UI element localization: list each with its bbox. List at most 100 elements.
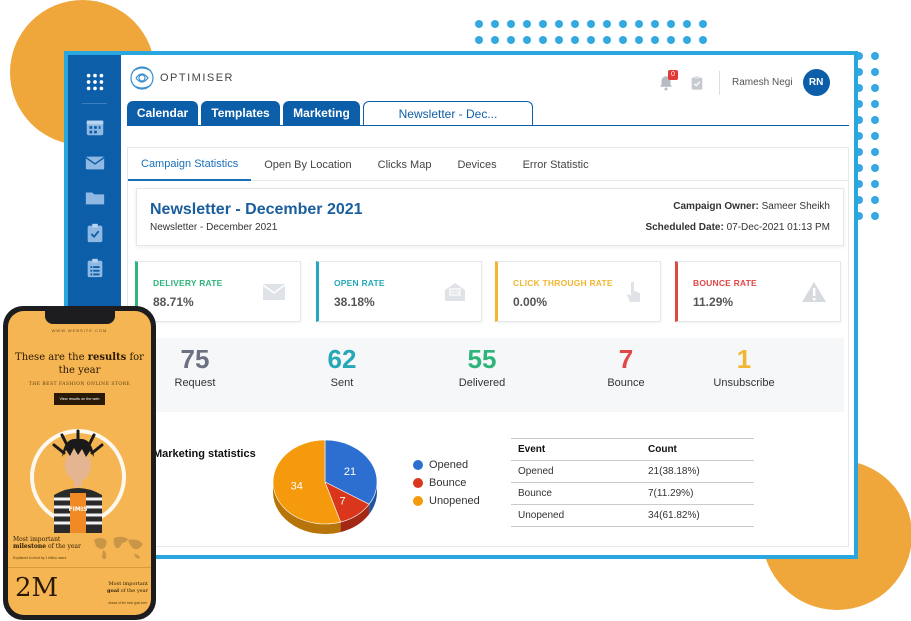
phone-text-part: of the year — [46, 543, 81, 550]
stat-number: 7 — [618, 344, 634, 374]
decorative-dot — [507, 36, 515, 44]
rate-label: DELIVERY RATE — [153, 278, 223, 288]
stat-number: 1 — [736, 344, 752, 374]
folder-icon[interactable] — [68, 183, 121, 213]
phone-newsletter-url: WWW.WEBSITE.COM — [51, 328, 108, 333]
avatar[interactable]: RN — [802, 69, 830, 96]
stat-label: Unsubscribe — [713, 377, 775, 389]
apps-grid-icon[interactable] — [68, 67, 121, 97]
phone-headline-bold: results — [87, 352, 127, 363]
table-cell: 21(38.18%) — [641, 460, 754, 483]
pie-data-label: 21 — [344, 466, 356, 478]
decorative-dot — [871, 212, 879, 220]
table-header: Count — [641, 438, 754, 461]
mail-icon[interactable] — [68, 148, 121, 178]
decorative-dot — [619, 20, 627, 28]
decorative-dot — [871, 84, 879, 92]
subtab-clicks-map[interactable]: Clicks Map — [377, 158, 432, 171]
legend-label: Opened — [429, 459, 469, 471]
campaign-scheduled: Scheduled Date: 07-Dec-2021 01:13 PM — [645, 222, 830, 233]
optimiser-logo-icon — [130, 66, 154, 90]
main-content: OPTIMISER 0 Ramesh Negi RN Calendar Temp… — [121, 55, 854, 555]
decorative-dot — [651, 36, 659, 44]
campaign-owner-value: Sameer Sheikh — [761, 201, 830, 212]
stat-label: Request — [174, 377, 216, 389]
main-tabs: Calendar Templates Marketing Newsletter … — [127, 101, 536, 125]
pie-slice-opened — [324, 439, 378, 505]
rate-label: BOUNCE RATE — [693, 278, 757, 288]
rate-label: OPEN RATE — [334, 278, 385, 288]
decorative-dot — [683, 36, 691, 44]
stat-label: Bounce — [607, 377, 645, 389]
decorative-dot — [523, 36, 531, 44]
stat-number: 62 — [327, 344, 357, 374]
table-cell: 34(61.82%) — [641, 504, 754, 527]
decorative-dot — [871, 196, 879, 204]
phone-milestone-caption: Explained in short by 1 billion users — [13, 556, 67, 560]
campaign-subtitle: Newsletter - December 2021 — [150, 222, 278, 233]
decorative-dot — [635, 20, 643, 28]
decorative-dot — [855, 68, 863, 76]
table-header-row: Event Count — [511, 438, 754, 461]
legend-label: Bounce — [429, 477, 467, 489]
decorative-dot — [587, 36, 595, 44]
rate-value: 88.71% — [153, 295, 194, 309]
calendar-icon[interactable] — [68, 112, 121, 142]
event-count-table: Event Count Opened 21(38.18%) Bounce 7(11.… — [511, 438, 754, 527]
decorative-dot — [555, 36, 563, 44]
sub-tabs: Campaign Statistics Open By Location Cli… — [128, 148, 848, 181]
sidebar-divider — [82, 103, 107, 104]
campaign-owner: Campaign Owner: Sameer Sheikh — [673, 201, 830, 212]
subtab-campaign-statistics[interactable]: Campaign Statistics — [128, 148, 252, 181]
legend-dot — [413, 496, 423, 506]
table-cell: Opened — [511, 460, 641, 483]
subtab-devices[interactable]: Devices — [457, 158, 497, 171]
campaign-panel: Campaign Statistics Open By Location Cli… — [127, 147, 849, 547]
table-cell: Unopened — [511, 504, 641, 527]
phone-headline-part: for the year — [58, 352, 144, 376]
phone-big-number: 2M — [15, 573, 59, 603]
marketing-pie-chart: 21 7 34 — [272, 439, 378, 534]
tab-newsletter[interactable]: Newsletter - Dec... — [363, 101, 533, 125]
legend-dot — [413, 478, 423, 488]
clipboard-list-icon[interactable] — [68, 253, 121, 283]
decorative-dot — [507, 20, 515, 28]
model-illustration-icon: FIMIS — [30, 429, 126, 533]
notification-badge: 0 — [668, 69, 678, 80]
phone-view-results-button[interactable]: View results on the web — [54, 393, 105, 405]
decorative-dot — [539, 36, 547, 44]
tasks-clipboard-icon[interactable] — [689, 74, 705, 92]
tab-marketing[interactable]: Marketing — [283, 101, 360, 125]
phone-text-bold: milestone — [13, 543, 47, 550]
legend-item-bounce: Bounce — [413, 474, 480, 492]
decorative-dot — [871, 180, 879, 188]
rate-label: CLICK THROUGH RATE — [513, 278, 613, 288]
legend-item-opened: Opened — [413, 456, 480, 474]
decorative-dot — [855, 116, 863, 124]
subtab-error-statistic[interactable]: Error Statistic — [522, 158, 589, 171]
campaign-scheduled-label: Scheduled Date: — [645, 222, 724, 233]
user-name[interactable]: Ramesh Negi — [732, 77, 793, 88]
world-map-icon — [94, 536, 143, 560]
brand-logo: OPTIMISER — [127, 63, 234, 93]
phone-milestone-text: Most important milestone of the year — [13, 536, 93, 550]
decorative-dot — [571, 36, 579, 44]
phone-text-part: Most important — [108, 581, 148, 587]
decorative-dot — [855, 132, 863, 140]
decorative-dot — [683, 20, 691, 28]
app-window: OPTIMISER 0 Ramesh Negi RN Calendar Temp… — [68, 55, 854, 555]
decorative-dot — [587, 20, 595, 28]
marketing-statistics-title: Marketing statistics — [153, 448, 256, 460]
tab-templates[interactable]: Templates — [201, 101, 280, 125]
subtab-open-by-location[interactable]: Open By Location — [264, 158, 352, 171]
table-header: Event — [511, 438, 641, 461]
decorative-dot — [871, 132, 879, 140]
campaign-header-card: Newsletter - December 2021 Newsletter - … — [136, 188, 844, 246]
decorative-dot — [475, 20, 483, 28]
tab-calendar[interactable]: Calendar — [127, 101, 198, 125]
clipboard-check-icon[interactable] — [68, 218, 121, 248]
notification-button[interactable]: 0 — [657, 69, 679, 94]
decorative-dot — [871, 148, 879, 156]
click-through-rate-card: CLICK THROUGH RATE 0.00% — [495, 261, 661, 322]
decorative-dot — [475, 36, 483, 44]
